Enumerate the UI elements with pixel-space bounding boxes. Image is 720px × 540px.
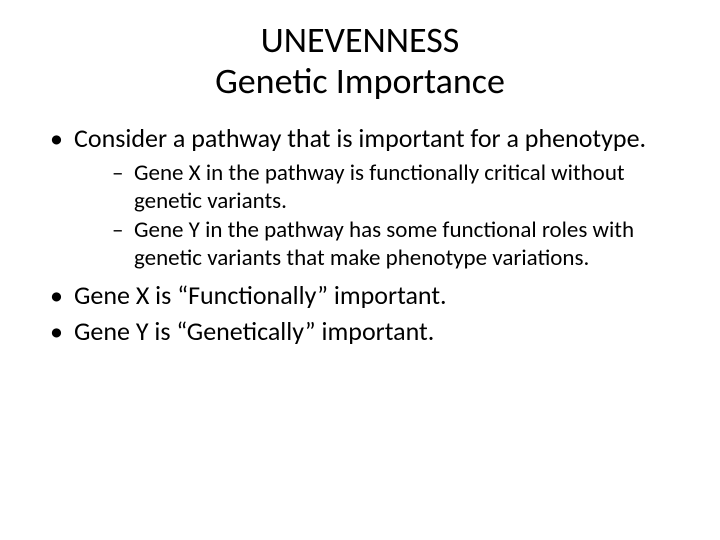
- title-line-1: UNEVENNESS: [40, 20, 680, 61]
- sub-list: Gene X in the pathway is functionally cr…: [74, 160, 680, 272]
- bullet-item-2: Gene X is “Functionally” important.: [40, 280, 680, 311]
- sub-item-1: Gene X in the pathway is functionally cr…: [108, 160, 680, 215]
- bullet-text-1: Consider a pathway that is important for…: [74, 122, 646, 154]
- bullet-item-1: Consider a pathway that is important for…: [40, 123, 680, 273]
- slide-container: UNEVENNESS Genetic Importance Consider a…: [0, 0, 720, 540]
- bullet-list: Consider a pathway that is important for…: [40, 123, 680, 347]
- title-block: UNEVENNESS Genetic Importance: [40, 20, 680, 103]
- bullet-item-3: Gene Y is “Genetically” important.: [40, 316, 680, 347]
- title-line-2: Genetic Importance: [40, 61, 680, 102]
- sub-item-2: Gene Y in the pathway has some functiona…: [108, 217, 680, 272]
